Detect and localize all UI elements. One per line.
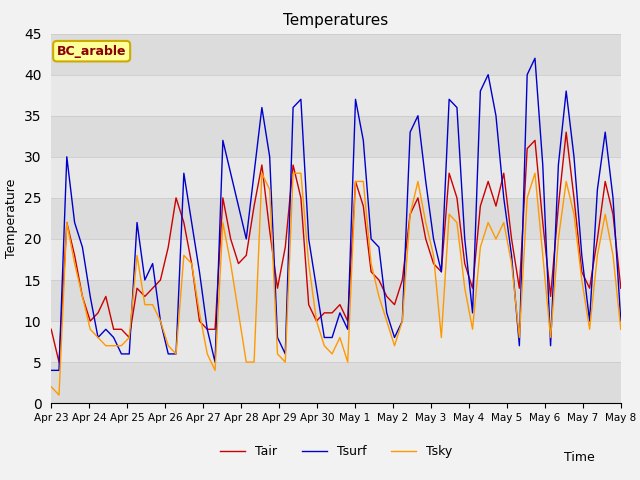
Bar <box>51 75 621 116</box>
Tair <box>578 269 586 275</box>
Tair <box>172 195 180 201</box>
Bar <box>51 239 621 280</box>
Tsurf <box>164 351 172 357</box>
Tair <box>617 285 625 291</box>
Tair <box>180 220 188 226</box>
Bar <box>51 198 621 239</box>
Tair <box>55 359 63 365</box>
Tair <box>243 252 250 258</box>
Tsurf <box>172 351 180 357</box>
Tsky <box>383 318 390 324</box>
Tair <box>563 129 570 135</box>
Legend: Tair, Tsurf, Tsky: Tair, Tsurf, Tsky <box>214 441 458 464</box>
Bar <box>51 34 621 75</box>
Tsky <box>180 252 188 258</box>
Text: Time: Time <box>564 451 595 464</box>
Tair <box>47 326 55 332</box>
Y-axis label: Temperature: Temperature <box>5 179 19 258</box>
Tsurf <box>235 203 243 209</box>
Tsurf <box>47 368 55 373</box>
Bar <box>51 157 621 198</box>
Tsky <box>617 326 625 332</box>
Tsky <box>258 170 266 176</box>
Bar <box>51 280 621 321</box>
Tsky <box>243 359 250 365</box>
Line: Tsky: Tsky <box>51 173 621 395</box>
Tsurf <box>367 236 375 242</box>
Line: Tsurf: Tsurf <box>51 58 621 371</box>
Bar <box>51 321 621 362</box>
Tsurf <box>617 318 625 324</box>
Bar <box>51 116 621 157</box>
Tsky <box>47 384 55 390</box>
Tair <box>375 277 383 283</box>
Tsurf <box>570 154 578 160</box>
Line: Tair: Tair <box>51 132 621 362</box>
Tsky <box>55 392 63 398</box>
Text: BC_arable: BC_arable <box>57 45 126 58</box>
Bar <box>51 362 621 403</box>
Tsky <box>172 351 180 357</box>
Tsky <box>578 277 586 283</box>
Tsurf <box>531 55 539 61</box>
Title: Temperatures: Temperatures <box>284 13 388 28</box>
Tsurf <box>360 137 367 143</box>
Tair <box>367 269 375 275</box>
Tsky <box>375 294 383 300</box>
